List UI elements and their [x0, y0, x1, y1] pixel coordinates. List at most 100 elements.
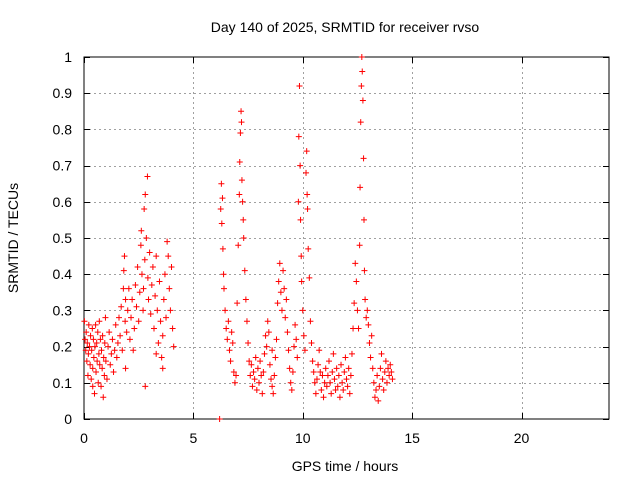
data-point — [257, 358, 264, 365]
data-point — [281, 285, 288, 292]
data-point — [131, 325, 138, 332]
data-point — [102, 314, 109, 321]
data-point — [228, 329, 235, 336]
chart-title: Day 140 of 2025, SRMTID for receiver rvs… — [211, 19, 480, 35]
data-point — [297, 162, 304, 169]
data-point — [247, 372, 254, 379]
data-point — [359, 97, 366, 104]
data-point — [126, 336, 133, 343]
data-point — [292, 321, 299, 328]
data-point — [266, 361, 273, 368]
data-point — [144, 274, 151, 281]
data-point — [300, 332, 307, 339]
data-point — [169, 325, 176, 332]
data-point — [87, 332, 94, 339]
data-point — [253, 387, 260, 394]
data-point — [248, 361, 255, 368]
data-point — [94, 329, 101, 336]
data-point — [138, 227, 145, 234]
data-point — [99, 365, 106, 372]
data-point — [341, 368, 348, 375]
data-point — [90, 354, 97, 361]
x-axis-label: GPS time / hours — [292, 458, 399, 474]
data-point — [269, 383, 276, 390]
data-point — [308, 339, 315, 346]
data-point — [158, 354, 165, 361]
data-point — [160, 296, 167, 303]
data-point — [83, 358, 90, 365]
data-point — [102, 358, 109, 365]
data-point — [238, 177, 245, 184]
data-point — [152, 292, 159, 299]
data-point — [377, 365, 384, 372]
y-tick-label: 0.4 — [53, 266, 73, 282]
data-point — [105, 343, 112, 350]
data-point — [128, 314, 135, 321]
data-point — [284, 329, 291, 336]
data-point — [227, 358, 234, 365]
data-point — [234, 300, 241, 307]
data-point — [270, 390, 277, 397]
data-point — [142, 383, 149, 390]
data-point — [89, 383, 96, 390]
data-point — [238, 119, 245, 126]
x-tick-label: 5 — [189, 430, 197, 446]
data-point — [351, 300, 358, 307]
data-point — [369, 365, 376, 372]
data-point — [358, 54, 365, 60]
data-point — [96, 318, 103, 325]
y-tick-label: 0.7 — [53, 158, 73, 174]
data-point — [166, 285, 173, 292]
data-point — [286, 365, 293, 372]
data-point — [353, 278, 360, 285]
data-point — [245, 339, 252, 346]
data-point — [258, 372, 265, 379]
data-point — [219, 195, 226, 202]
data-point — [85, 350, 92, 357]
data-points — [81, 54, 396, 422]
data-point — [276, 260, 283, 267]
data-point — [299, 307, 306, 314]
data-point — [318, 387, 325, 394]
data-point — [386, 372, 393, 379]
data-point — [120, 285, 127, 292]
data-point — [246, 358, 253, 365]
data-point — [155, 339, 162, 346]
data-point — [108, 350, 115, 357]
data-point — [95, 350, 102, 357]
y-tick-label: 0.3 — [53, 302, 73, 318]
data-point — [238, 108, 245, 115]
data-point — [344, 383, 351, 390]
data-point — [252, 354, 259, 361]
data-point — [354, 307, 361, 314]
data-point — [88, 376, 95, 383]
data-point — [313, 376, 320, 383]
data-point — [164, 238, 171, 245]
data-point — [157, 318, 164, 325]
data-point — [263, 343, 270, 350]
data-point — [295, 198, 302, 205]
data-point — [322, 365, 329, 372]
data-point — [357, 119, 364, 126]
data-point — [250, 368, 257, 375]
data-point — [237, 130, 244, 137]
data-point — [229, 339, 236, 346]
data-point — [260, 368, 267, 375]
data-point — [81, 318, 88, 325]
data-point — [117, 332, 124, 339]
data-point — [140, 307, 147, 314]
data-point — [367, 354, 374, 361]
data-point — [347, 372, 354, 379]
plot-frame — [83, 56, 610, 420]
data-point — [231, 379, 238, 386]
data-point — [273, 336, 280, 343]
data-point — [343, 376, 350, 383]
data-point — [282, 314, 289, 321]
data-point — [241, 267, 248, 274]
data-point — [330, 350, 337, 357]
data-point — [135, 318, 142, 325]
data-point — [373, 387, 380, 394]
data-point — [309, 358, 316, 365]
